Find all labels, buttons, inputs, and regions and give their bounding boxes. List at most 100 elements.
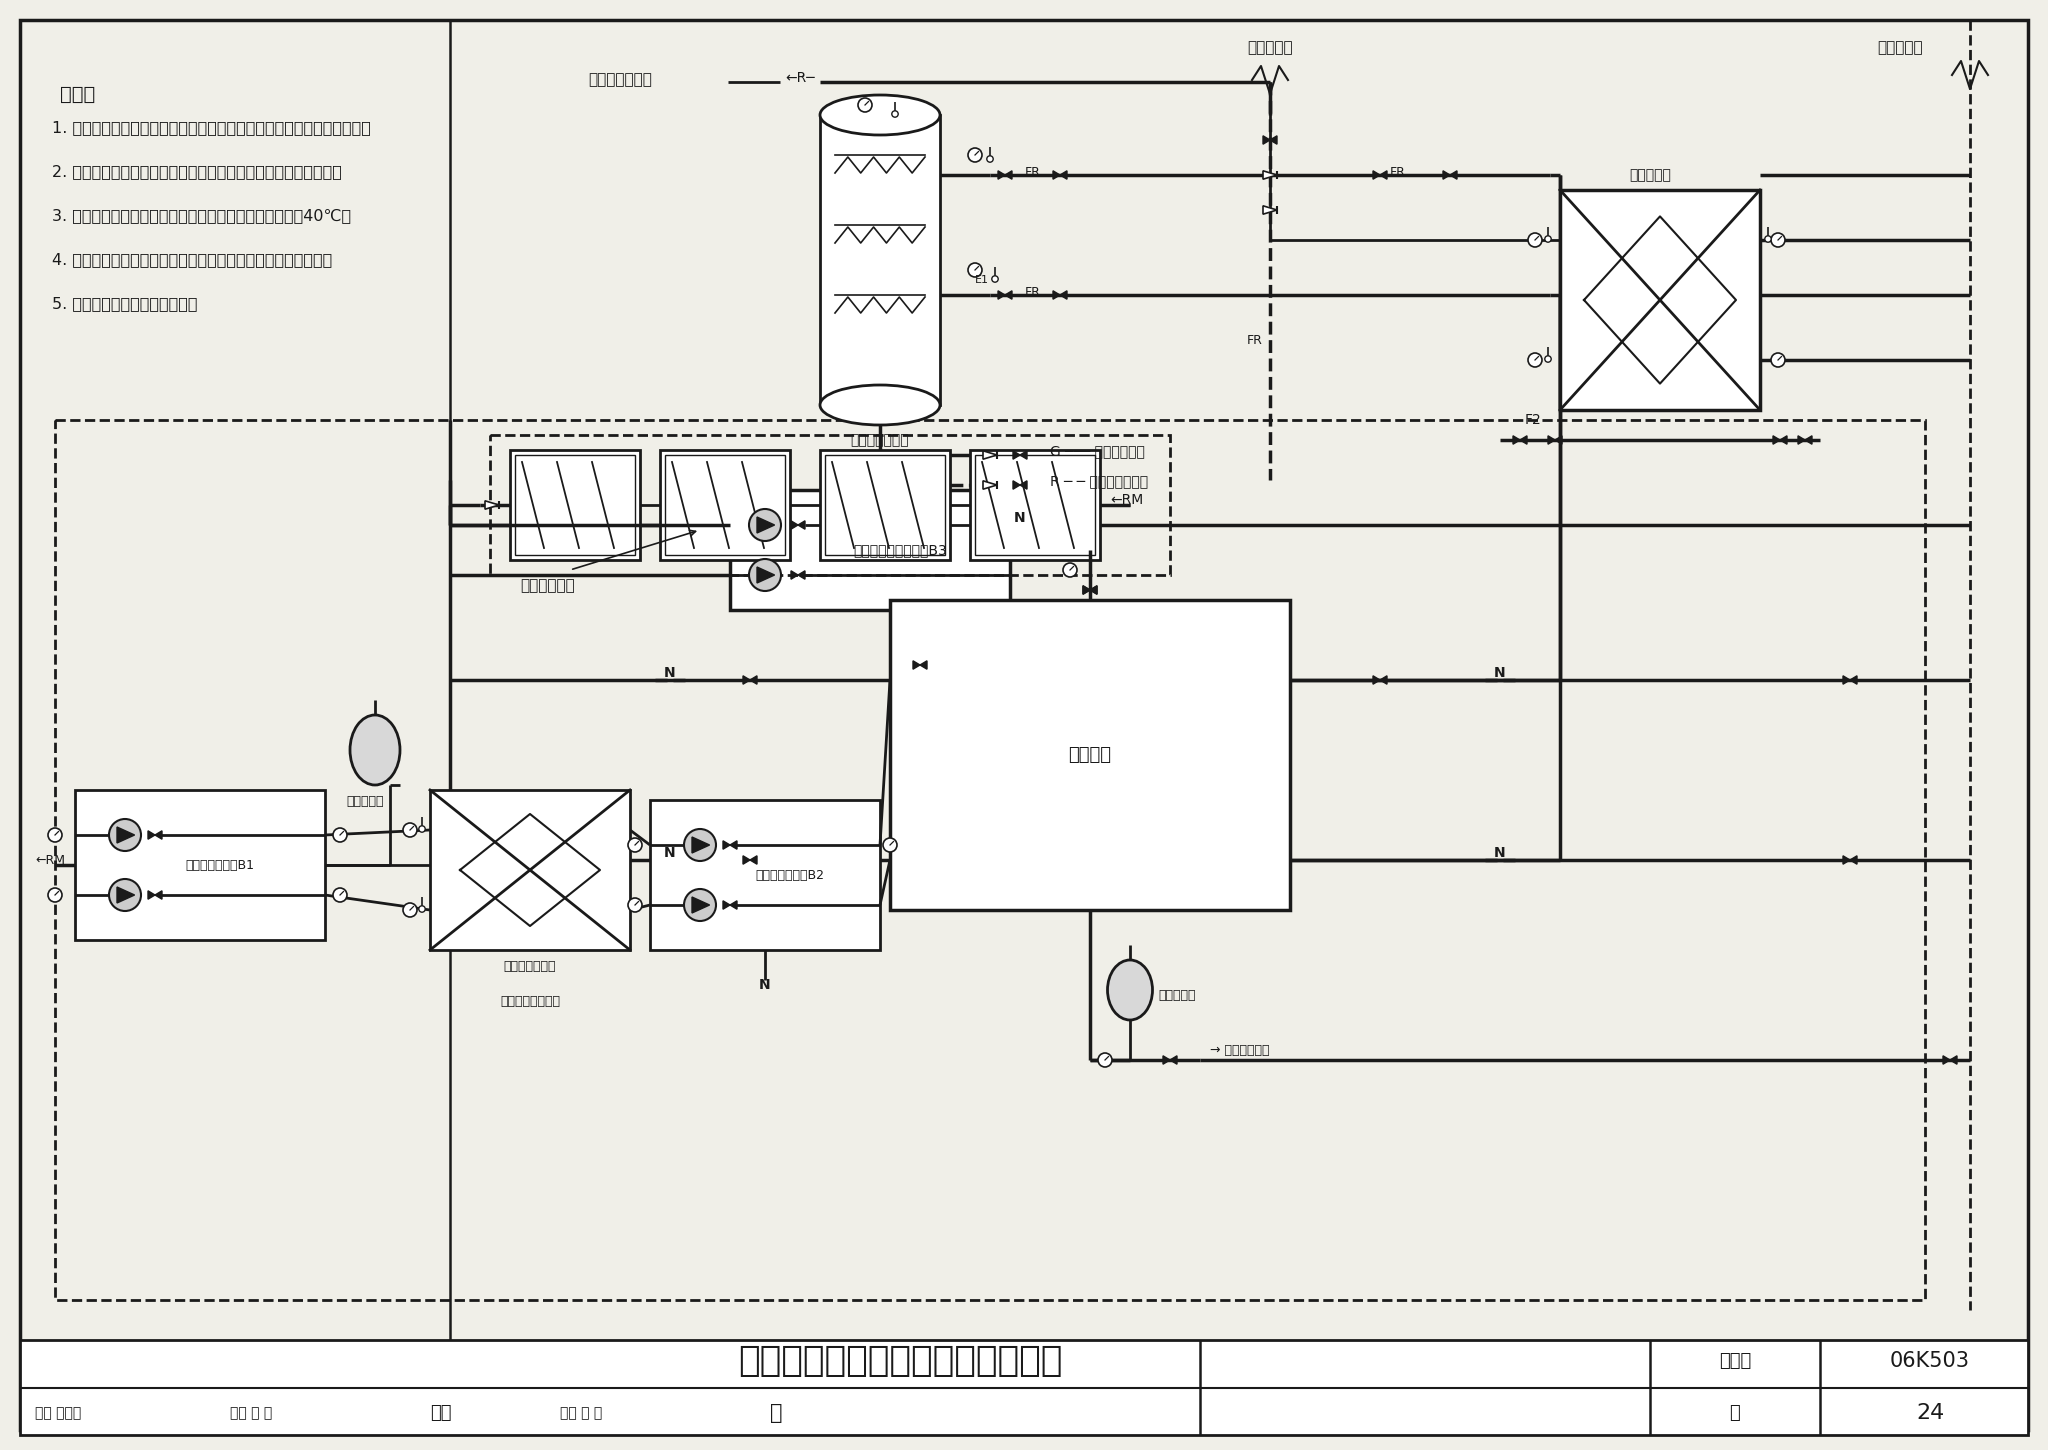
Polygon shape [1450,171,1456,180]
Circle shape [1772,352,1786,367]
Polygon shape [1014,481,1020,489]
Circle shape [1528,233,1542,247]
Polygon shape [1163,1056,1169,1064]
Polygon shape [1061,171,1067,180]
Bar [659,450,791,560]
Circle shape [1063,563,1077,577]
Bar [510,450,639,560]
Circle shape [1528,352,1542,367]
Polygon shape [1090,586,1098,594]
Text: 何溆: 何溆 [430,1404,451,1422]
Ellipse shape [819,386,940,425]
Text: R ─ ─ 生活热水循环管: R ─ ─ 生活热水循环管 [1051,474,1149,489]
Polygon shape [156,890,162,899]
Text: → 系统补水定压: → 系统补水定压 [1210,1044,1270,1057]
Bar [729,490,1010,610]
Text: 3. 本系统采暖系统采用地面辐射系统，设计供水温度宜为40℃。: 3. 本系统采暖系统采用地面辐射系统，设计供水温度宜为40℃。 [51,207,350,223]
Polygon shape [1270,136,1278,144]
Polygon shape [1944,1056,1950,1064]
Polygon shape [799,571,805,579]
Bar [891,600,1290,911]
Bar [20,1340,2028,1435]
Polygon shape [1006,291,1012,299]
Bar [819,115,940,405]
Polygon shape [1014,451,1020,460]
Circle shape [750,509,780,541]
Text: N: N [1495,845,1505,860]
Text: 热媒进出或补入口: 热媒进出或补入口 [500,995,559,1008]
Circle shape [47,828,61,842]
Text: 1. 本系统主要适用于建筑面积较大的以塔楼楼或小区为服务对象的系统。: 1. 本系统主要适用于建筑面积较大的以塔楼楼或小区为服务对象的系统。 [51,120,371,135]
Ellipse shape [350,715,399,784]
Circle shape [684,829,717,861]
Text: N: N [664,845,676,860]
Polygon shape [1006,171,1012,180]
Text: 膨胀定压罐: 膨胀定压罐 [1157,989,1196,1002]
Circle shape [858,99,872,112]
Polygon shape [117,826,135,842]
Text: 4. 本系统辅助热源选用市政热力或燃气锅炉，也可选用电加热。: 4. 本系统辅助热源选用市政热力或燃气锅炉，也可选用电加热。 [51,252,332,267]
Polygon shape [1520,436,1528,444]
Bar [819,450,950,560]
Bar [514,455,635,555]
Polygon shape [750,676,758,684]
Polygon shape [1053,171,1061,180]
Circle shape [629,838,641,853]
Circle shape [1544,236,1550,242]
Text: 审核 郑瑞源: 审核 郑瑞源 [35,1406,82,1420]
Bar [971,450,1100,560]
Text: N: N [1014,510,1026,525]
Text: 大型太阳能热水及采暖集热系统图: 大型太阳能热水及采暖集热系统图 [737,1344,1063,1378]
Bar [666,455,784,555]
Polygon shape [1372,676,1380,684]
Circle shape [403,903,418,916]
Polygon shape [1264,171,1278,180]
Text: F2: F2 [1526,413,1542,426]
Text: FR: FR [1024,286,1040,299]
Circle shape [750,560,780,592]
Text: 说明：: 说明： [59,86,96,104]
Circle shape [883,838,897,853]
Circle shape [991,276,997,283]
Bar [649,800,881,950]
Polygon shape [485,500,500,509]
Bar [975,455,1096,555]
Polygon shape [983,451,997,460]
Bar [1561,190,1759,410]
Polygon shape [729,841,737,850]
Text: 朵: 朵 [770,1404,782,1422]
Text: 图集号: 图集号 [1718,1351,1751,1370]
Polygon shape [758,567,774,583]
Circle shape [684,889,717,921]
Polygon shape [117,887,135,903]
Ellipse shape [819,96,940,135]
Text: N: N [1495,666,1505,680]
Circle shape [987,155,993,162]
Circle shape [47,887,61,902]
Text: 集热系统换热器: 集热系统换热器 [504,960,557,973]
Polygon shape [1264,136,1270,144]
Polygon shape [147,831,156,840]
Polygon shape [1554,436,1563,444]
Polygon shape [1090,586,1098,594]
Text: 24: 24 [1915,1404,1944,1422]
Polygon shape [791,571,799,579]
Text: 板式换热器: 板式换热器 [1628,168,1671,183]
Circle shape [969,262,981,277]
Polygon shape [1843,676,1849,684]
Ellipse shape [1108,960,1153,1019]
Polygon shape [1774,436,1780,444]
Text: 校对 何 涛: 校对 何 涛 [229,1406,272,1420]
Text: 接辅助热源: 接辅助热源 [1247,41,1292,55]
Polygon shape [1020,451,1026,460]
Polygon shape [1380,171,1386,180]
Circle shape [109,819,141,851]
Polygon shape [729,900,737,909]
Polygon shape [723,900,729,909]
Polygon shape [1950,1056,1958,1064]
Circle shape [969,148,981,162]
Polygon shape [1780,436,1788,444]
Polygon shape [1548,436,1554,444]
Text: 容积式热交换器: 容积式热交换器 [850,434,909,447]
Text: 设计 李 忠: 设计 李 忠 [559,1406,602,1420]
